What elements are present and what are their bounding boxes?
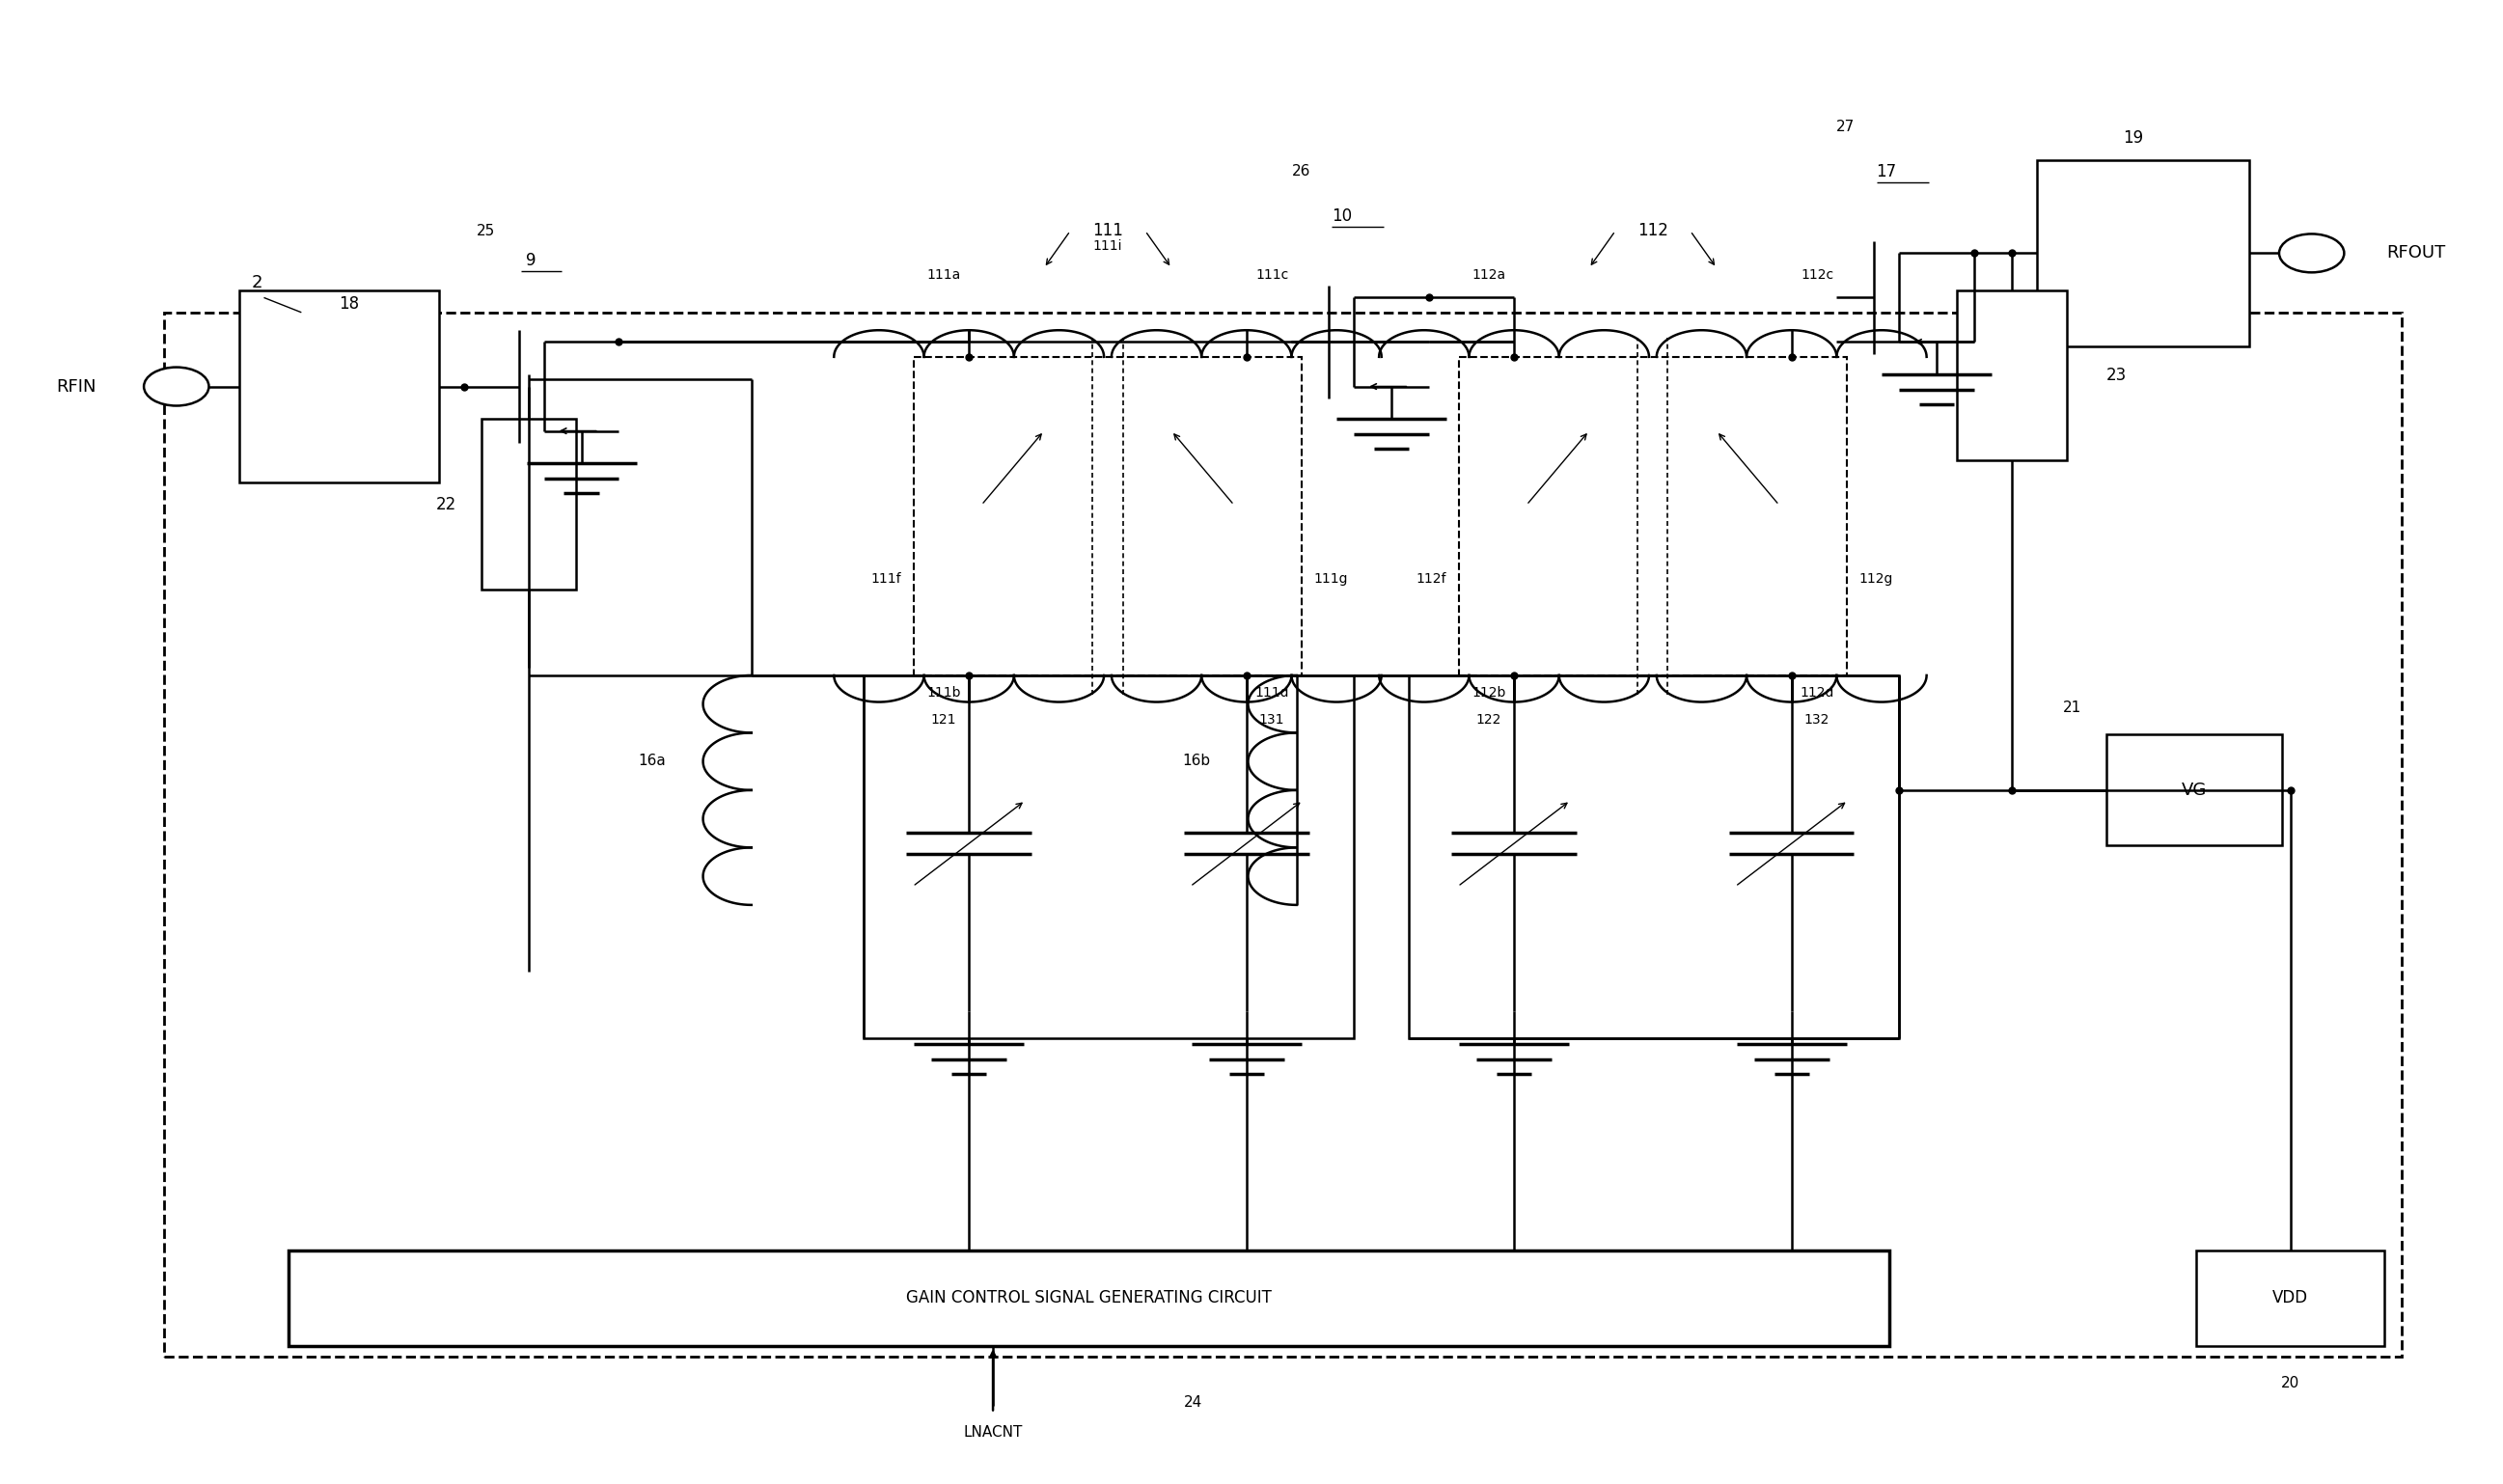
Text: RFOUT: RFOUT [2388,245,2445,261]
Text: 16b: 16b [1181,754,1211,767]
Text: 17: 17 [1877,163,1897,181]
Text: 122: 122 [1477,712,1502,727]
Bar [2198,1250,2385,1346]
Text: 112d: 112d [1800,687,1835,700]
Text: 25: 25 [476,224,496,237]
Bar [914,356,1302,675]
Text: 112g: 112g [1860,573,1892,586]
Text: 16a: 16a [638,754,666,767]
Bar [163,313,2403,1356]
Text: 111b: 111b [926,687,961,700]
Text: 112: 112 [1637,223,1667,239]
Text: 131: 131 [1259,712,1284,727]
Text: 112f: 112f [1417,573,1447,586]
Text: 111c: 111c [1257,269,1289,282]
Text: 22: 22 [436,496,456,513]
Bar [238,291,438,482]
Text: VG: VG [2183,782,2208,798]
Text: 18: 18 [338,295,360,313]
Text: 24: 24 [1184,1395,1201,1410]
Circle shape [143,367,208,405]
Text: LNACNT: LNACNT [964,1425,1024,1439]
Text: 10: 10 [1332,208,1352,224]
Text: 111a: 111a [926,269,961,282]
Bar [1459,356,1847,675]
Text: VDD: VDD [2273,1290,2308,1307]
Text: 112c: 112c [1802,269,1835,282]
Bar [2108,735,2283,846]
Text: 9: 9 [526,252,536,269]
Text: 19: 19 [2123,129,2143,147]
Text: 111g: 111g [1314,573,1349,586]
Text: RFIN: RFIN [55,378,95,395]
Text: 26: 26 [1292,165,1309,180]
Text: 20: 20 [2280,1376,2300,1391]
Text: 112b: 112b [1472,687,1507,700]
Bar [481,418,576,589]
Text: 121: 121 [931,712,956,727]
Bar [864,675,1354,1039]
Text: 111f: 111f [871,573,901,586]
Bar [1957,291,2067,460]
Text: 112a: 112a [1472,269,1504,282]
Text: GAIN CONTROL SIGNAL GENERATING CIRCUIT: GAIN CONTROL SIGNAL GENERATING CIRCUIT [906,1290,1272,1307]
Bar [288,1250,1890,1346]
Text: 111d: 111d [1254,687,1289,700]
Text: 132: 132 [1805,712,1830,727]
Bar [2037,160,2250,346]
Text: 21: 21 [2062,700,2082,715]
Bar [1409,675,1900,1039]
Circle shape [2280,234,2345,273]
Text: 111i: 111i [1094,239,1121,252]
Text: 111: 111 [1091,223,1124,239]
Text: 2: 2 [250,275,263,291]
Text: 27: 27 [1837,120,1855,135]
Text: 23: 23 [2108,367,2128,384]
